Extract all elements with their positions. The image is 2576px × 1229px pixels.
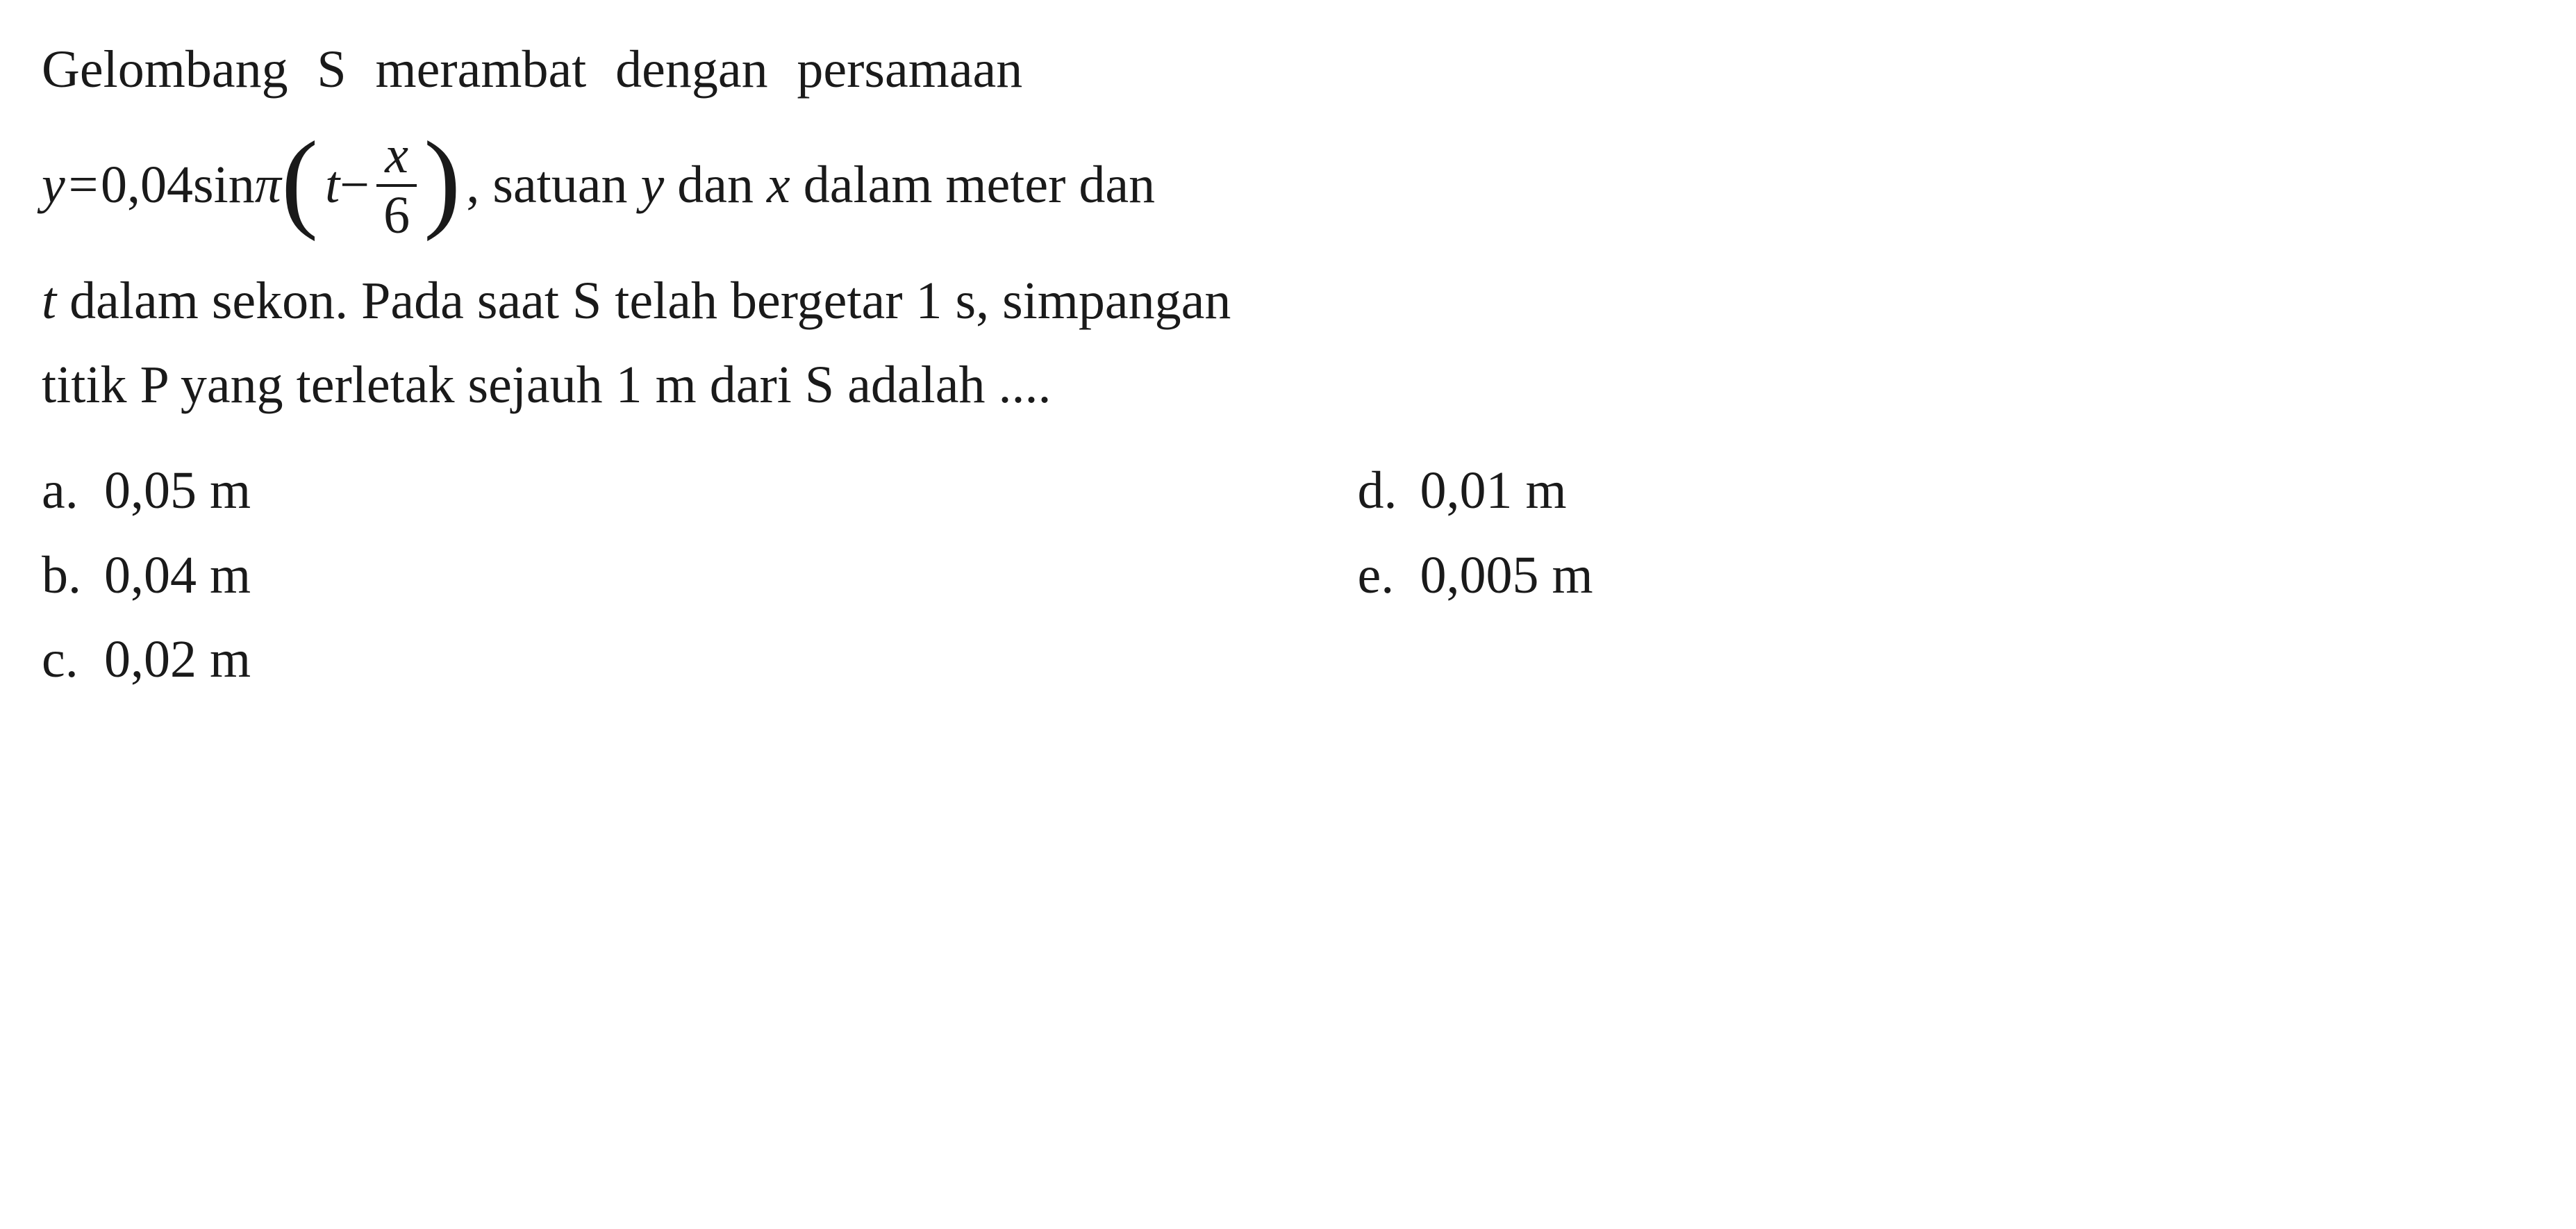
option-d: d. 0,01 m bbox=[1358, 449, 2535, 534]
equation-t: t bbox=[325, 143, 340, 228]
body-line1: t dalam sekon. Pada saat S telah bergeta… bbox=[42, 259, 2534, 344]
option-value: 0,01 m bbox=[1420, 449, 2535, 534]
option-b: b. 0,04 m bbox=[42, 534, 1219, 618]
option-value: 0,005 m bbox=[1420, 534, 2535, 618]
option-value: 0,04 m bbox=[104, 534, 1219, 618]
option-label: c. bbox=[42, 618, 104, 702]
option-e: e. 0,005 m bbox=[1358, 534, 2535, 618]
equation-trig: sin bbox=[193, 143, 255, 228]
options-col-1: a. 0,05 m b. 0,04 m c. 0,02 m bbox=[42, 449, 1219, 702]
equation-coefficient: 0,04 bbox=[101, 143, 193, 228]
paren-open: ( bbox=[281, 135, 318, 224]
question-text: t dalam sekon. Pada saat S telah bergeta… bbox=[42, 259, 2534, 428]
fraction-denominator: 6 bbox=[375, 187, 418, 245]
option-a: a. 0,05 m bbox=[42, 449, 1219, 534]
option-c: c. 0,02 m bbox=[42, 618, 1219, 702]
equation-fraction: x 6 bbox=[375, 126, 418, 245]
equation-pi: π bbox=[255, 143, 281, 228]
equation-tail-text: , satuan y dan x dalam meter dan bbox=[466, 156, 1155, 214]
intro-text: Gelombang S merambat dengan persamaan bbox=[42, 28, 2534, 113]
fraction-numerator: x bbox=[376, 126, 417, 188]
option-label: d. bbox=[1358, 449, 1420, 534]
equation-expression: y = 0,04 sin π ( t − x 6 ) bbox=[42, 126, 460, 245]
options-col-2: d. 0,01 m e. 0,005 m bbox=[1358, 449, 2535, 702]
question-container: Gelombang S merambat dengan persamaan y … bbox=[42, 28, 2534, 702]
option-value: 0,05 m bbox=[104, 449, 1219, 534]
options-grid: a. 0,05 m b. 0,04 m c. 0,02 m d. 0,01 m … bbox=[42, 449, 2534, 702]
equation-equals: = bbox=[65, 143, 101, 228]
option-label: a. bbox=[42, 449, 104, 534]
option-label: b. bbox=[42, 534, 104, 618]
body-line2: titik P yang terletak sejauh 1 m dari S … bbox=[42, 343, 2534, 428]
equation-minus: − bbox=[340, 143, 369, 228]
option-label: e. bbox=[1358, 534, 1420, 618]
paren-close: ) bbox=[424, 135, 460, 224]
equation-line: y = 0,04 sin π ( t − x 6 ) , satuan y da… bbox=[42, 126, 2534, 245]
equation-tail: , satuan y dan x dalam meter dan bbox=[466, 143, 1155, 228]
equation-lhs: y bbox=[42, 143, 65, 228]
option-value: 0,02 m bbox=[104, 618, 1219, 702]
